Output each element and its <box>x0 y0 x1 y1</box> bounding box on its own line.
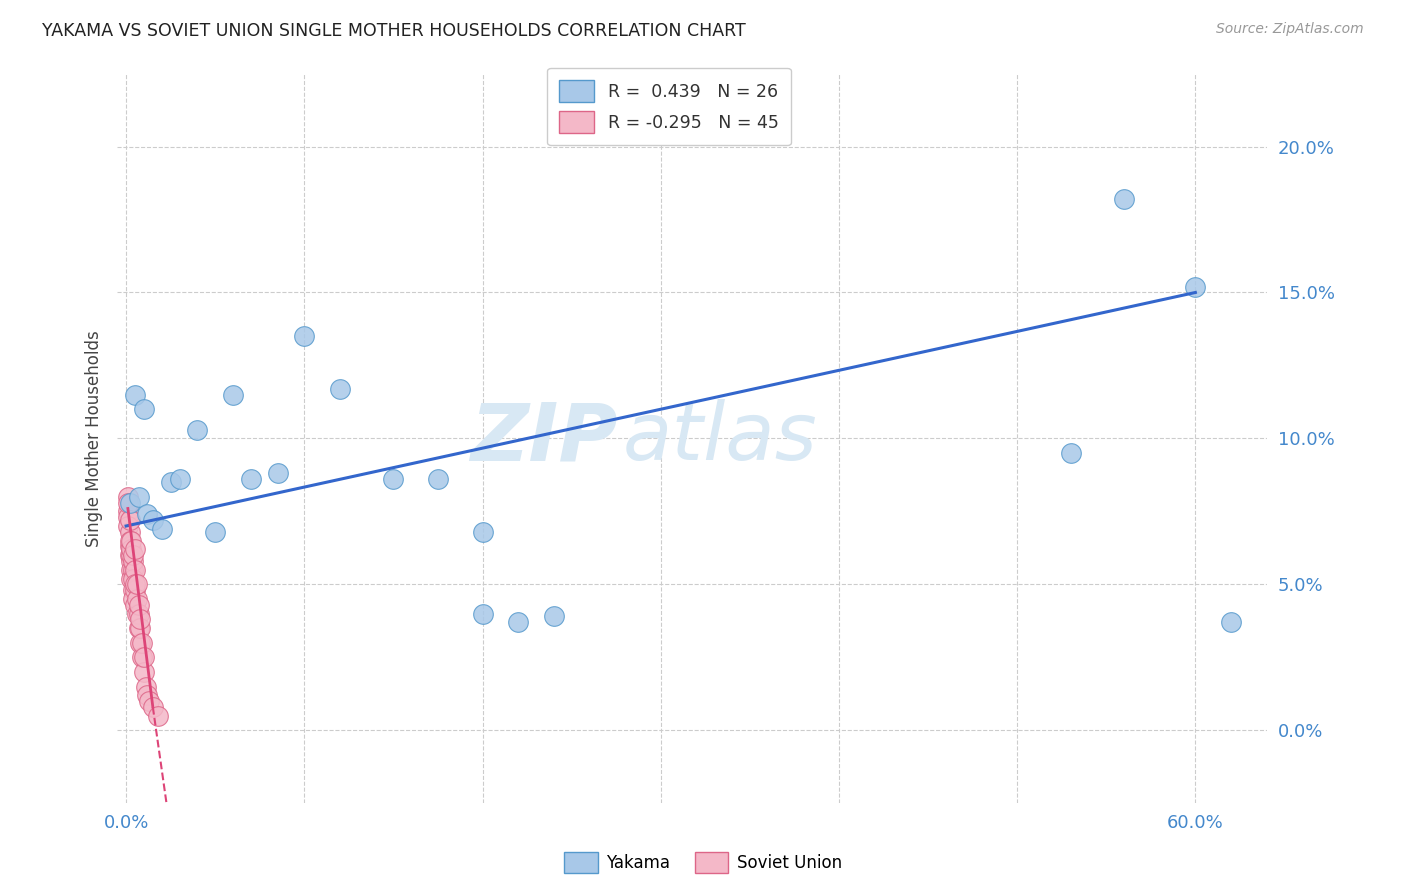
Point <box>131 636 153 650</box>
Point <box>117 490 139 504</box>
Legend: R =  0.439   N = 26, R = -0.295   N = 45: R = 0.439 N = 26, R = -0.295 N = 45 <box>547 68 790 145</box>
Point <box>426 472 449 486</box>
Point <box>131 650 153 665</box>
Point <box>132 665 155 679</box>
Point <box>471 524 494 539</box>
Point <box>122 572 145 586</box>
Point <box>124 387 146 401</box>
Point <box>239 472 262 486</box>
Point <box>117 504 139 518</box>
Point <box>382 472 405 486</box>
Point <box>128 621 150 635</box>
Point <box>117 496 139 510</box>
Point <box>132 402 155 417</box>
Point <box>117 519 139 533</box>
Point <box>169 472 191 486</box>
Point <box>120 563 142 577</box>
Point <box>125 577 148 591</box>
Point <box>125 591 148 606</box>
Point <box>186 423 208 437</box>
Point <box>117 510 139 524</box>
Text: atlas: atlas <box>623 400 818 477</box>
Point <box>129 612 152 626</box>
Point <box>128 607 150 621</box>
Point <box>122 548 145 562</box>
Point <box>120 533 142 548</box>
Point <box>118 524 141 539</box>
Point <box>471 607 494 621</box>
Point <box>124 542 146 557</box>
Legend: Yakama, Soviet Union: Yakama, Soviet Union <box>558 846 848 880</box>
Point <box>136 688 159 702</box>
Point <box>122 583 145 598</box>
Point <box>508 615 530 630</box>
Point <box>129 621 152 635</box>
Point <box>120 554 142 568</box>
Point <box>1184 279 1206 293</box>
Text: Source: ZipAtlas.com: Source: ZipAtlas.com <box>1216 22 1364 37</box>
Point <box>129 636 152 650</box>
Point <box>266 467 288 481</box>
Point <box>128 490 150 504</box>
Point <box>1059 446 1081 460</box>
Point <box>118 540 141 554</box>
Point <box>118 548 141 562</box>
Point <box>132 650 155 665</box>
Point <box>120 548 142 562</box>
Point <box>159 475 181 490</box>
Point <box>148 708 170 723</box>
Point <box>329 382 352 396</box>
Point <box>142 700 165 714</box>
Point <box>135 680 157 694</box>
Point <box>204 524 226 539</box>
Point <box>122 554 145 568</box>
Point <box>543 609 565 624</box>
Point <box>120 572 142 586</box>
Point <box>292 329 315 343</box>
Point <box>222 387 245 401</box>
Point <box>136 508 159 522</box>
Point <box>125 607 148 621</box>
Text: YAKAMA VS SOVIET UNION SINGLE MOTHER HOUSEHOLDS CORRELATION CHART: YAKAMA VS SOVIET UNION SINGLE MOTHER HOU… <box>42 22 747 40</box>
Point <box>128 598 150 612</box>
Point <box>122 563 145 577</box>
Point <box>1112 192 1135 206</box>
Point <box>118 513 141 527</box>
Point <box>138 694 160 708</box>
Point <box>1220 615 1243 630</box>
Point <box>118 533 141 548</box>
Point <box>124 563 146 577</box>
Point <box>118 496 141 510</box>
Point <box>122 591 145 606</box>
Point <box>142 513 165 527</box>
Point <box>120 542 142 557</box>
Point <box>150 522 173 536</box>
Point <box>124 583 146 598</box>
Text: ZIP: ZIP <box>470 400 617 477</box>
Point <box>124 577 146 591</box>
Point <box>124 598 146 612</box>
Y-axis label: Single Mother Households: Single Mother Households <box>86 330 103 547</box>
